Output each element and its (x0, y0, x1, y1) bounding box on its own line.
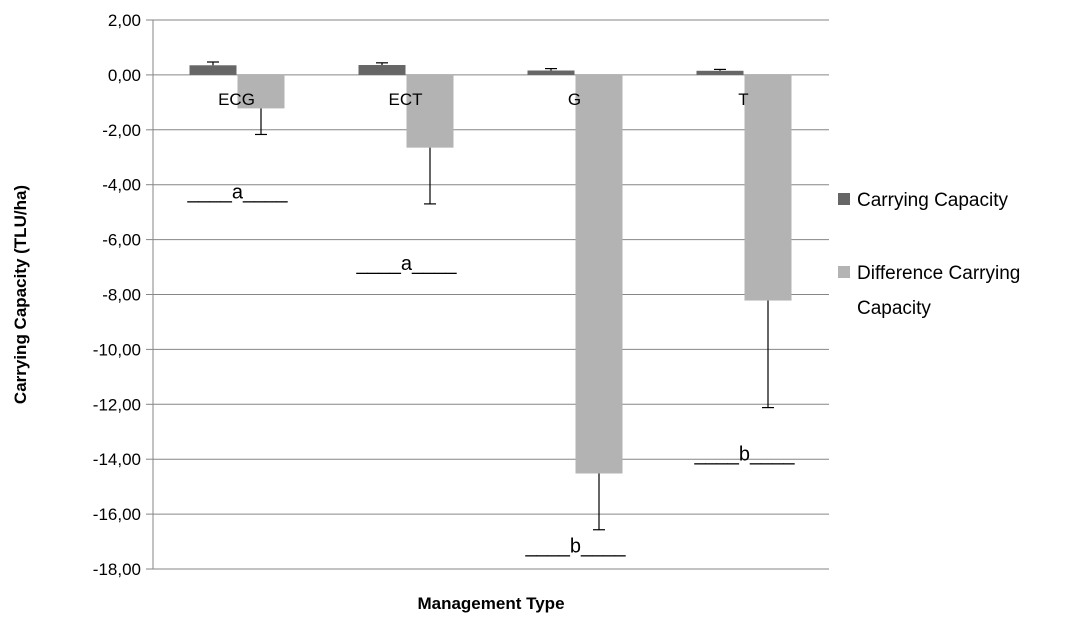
legend: Carrying Capacity Difference Carrying Capa… (838, 190, 1020, 319)
y-tick-label: -16,00 (93, 505, 141, 524)
category-label-ECG: ECG (218, 90, 255, 109)
bar-T-carrying-capacity (696, 70, 744, 75)
y-tick-label: 2,00 (108, 11, 141, 30)
bars (189, 65, 792, 474)
category-label-ECT: ECT (389, 90, 423, 109)
x-axis-title: Management Type (417, 594, 564, 613)
category-labels: ECG ECT G T (218, 90, 749, 109)
significance-letter: ____b____ (524, 536, 626, 558)
legend-swatch-difference (838, 266, 850, 278)
bar-ECG-difference (237, 74, 285, 109)
legend-swatch-carrying-capacity (838, 193, 850, 205)
bar-G-difference (575, 74, 623, 474)
significance-annotations: ____a____ ____a____ ____b____ ____b____ (186, 181, 795, 557)
y-tick-label: -14,00 (93, 450, 141, 469)
significance-letter: ____b____ (693, 444, 795, 466)
y-tick-label: -4,00 (102, 176, 141, 195)
error-bars (207, 61, 774, 531)
bar-G-carrying-capacity (527, 70, 575, 75)
y-tick-label: 0,00 (108, 66, 141, 85)
legend-label-carrying-capacity: Carrying Capacity (857, 190, 1008, 211)
significance-letter: ____a____ (186, 181, 288, 203)
y-tick-label: -10,00 (93, 340, 141, 359)
bar-ECT-carrying-capacity (358, 65, 406, 75)
legend-label-difference-line2: Capacity (857, 298, 931, 319)
category-label-T: T (738, 90, 748, 109)
y-tick-label: -18,00 (93, 560, 141, 579)
y-axis-title: Carrying Capacity (TLU/ha) (11, 185, 30, 404)
y-axis-tick-labels: 2,00 0,00 -2,00 -4,00 -6,00 -8,00 -10,00 -12,00… (93, 11, 141, 579)
significance-letter: ____a____ (355, 253, 457, 275)
y-tick-label: -8,00 (102, 286, 141, 305)
bar-T-difference (744, 74, 792, 301)
bar-ECT-difference (406, 74, 454, 148)
y-tick-label: -6,00 (102, 231, 141, 250)
category-label-G: G (568, 90, 581, 109)
y-tick-label: -2,00 (102, 121, 141, 140)
legend-label-difference-line1: Difference Carrying (857, 263, 1020, 284)
y-tick-label: -12,00 (93, 395, 141, 414)
bar-ECG-carrying-capacity (189, 65, 237, 75)
